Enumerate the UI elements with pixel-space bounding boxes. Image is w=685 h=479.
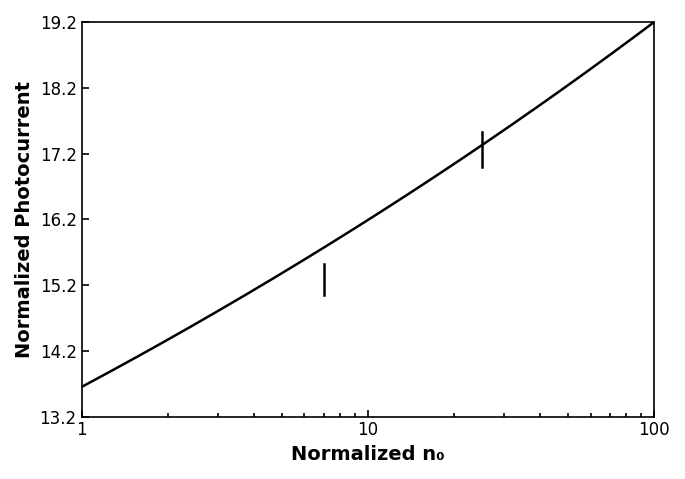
- Y-axis label: Normalized Photocurrent: Normalized Photocurrent: [15, 81, 34, 358]
- X-axis label: Normalized n₀: Normalized n₀: [291, 445, 445, 464]
